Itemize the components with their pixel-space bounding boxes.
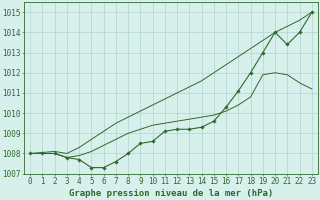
X-axis label: Graphe pression niveau de la mer (hPa): Graphe pression niveau de la mer (hPa) — [69, 189, 273, 198]
